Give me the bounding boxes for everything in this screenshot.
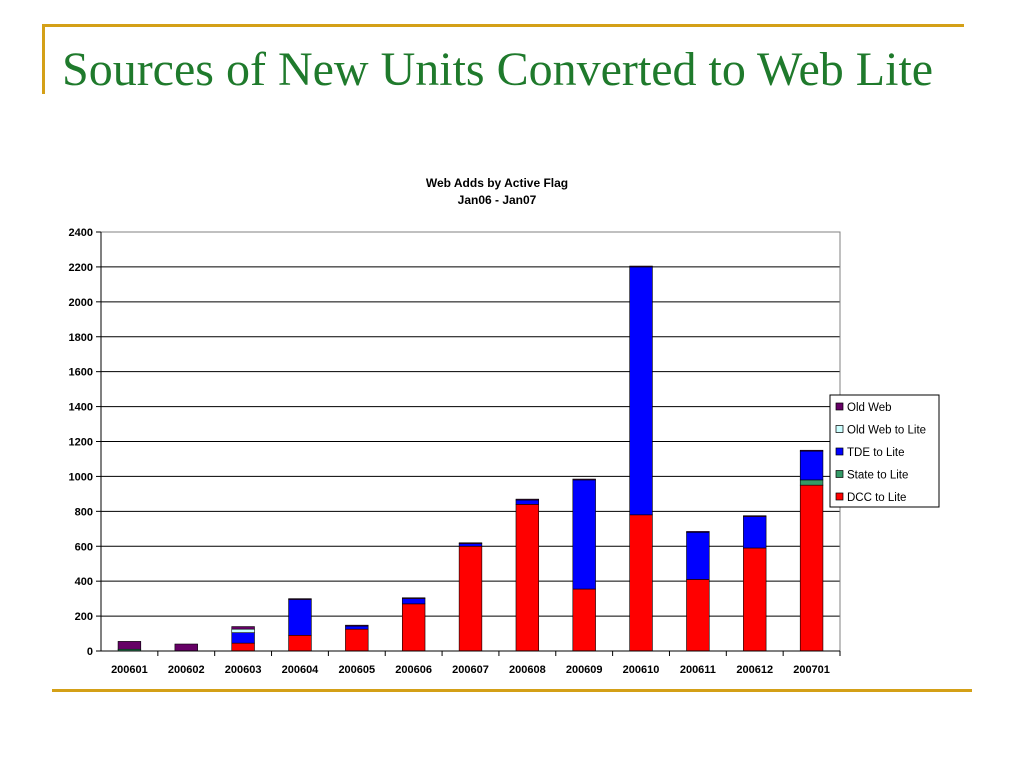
x-tick-label: 200701 — [793, 664, 830, 676]
bar-segment-tde-to-lite — [231, 632, 255, 644]
legend-swatch — [835, 492, 844, 501]
y-tick-label: 1600 — [69, 367, 93, 379]
x-tick-label: 200611 — [680, 664, 716, 676]
y-tick-label: 800 — [75, 506, 93, 518]
x-tick-label: 200604 — [282, 664, 320, 676]
legend-label: Old Web to Lite — [847, 425, 926, 437]
bar-segment-tde-to-lite — [345, 625, 369, 630]
bar-segment-dcc-to-lite — [231, 642, 255, 652]
y-tick-label: 0 — [87, 646, 93, 658]
x-tick-label: 200605 — [338, 664, 375, 676]
legend-label: TDE to Lite — [847, 447, 905, 459]
bar-segment-old-web — [345, 624, 369, 627]
y-tick-label: 2000 — [69, 297, 93, 309]
legend-swatch — [835, 402, 844, 411]
legend-swatch — [835, 470, 844, 478]
bar-segment-old-web — [458, 542, 483, 544]
bar-segment-old-web — [288, 598, 312, 600]
legend-label: Old Web — [847, 402, 892, 414]
bar-segment-tde-to-lite — [572, 479, 596, 590]
x-tick-label: 200609 — [566, 664, 603, 676]
bar-segment-tde-to-lite — [743, 516, 767, 549]
legend-swatch — [835, 425, 844, 433]
bar-segment-tde-to-lite — [458, 543, 483, 547]
bar-segment-dcc-to-lite — [458, 545, 483, 652]
legend-label: DCC to Lite — [847, 492, 906, 504]
bar-segment-tde-to-lite — [799, 450, 824, 481]
chart-title: Web Adds by Active Flag — [426, 176, 568, 190]
bar-segment-dcc-to-lite — [401, 603, 426, 652]
x-tick-label: 200606 — [395, 664, 432, 676]
y-tick-label: 400 — [75, 576, 93, 588]
x-tick-label: 200603 — [225, 664, 262, 676]
accent-rule-vertical — [42, 24, 45, 94]
bar-segment-dcc-to-lite — [572, 588, 596, 652]
y-tick-label: 1200 — [69, 437, 93, 449]
x-tick-label: 200602 — [168, 664, 205, 676]
legend: Old Web Old Web to Lite TDE to Lite State t… — [829, 394, 940, 508]
y-axis: 0 200 400 600 800 1000 1200 1400 1600 1800 2000 220… — [69, 227, 102, 658]
bar-segment-tde-to-lite — [515, 499, 540, 505]
bar-segment-dcc-to-lite — [288, 634, 312, 652]
bar-segment-old-web — [174, 643, 198, 652]
bar-segment-old-web — [401, 597, 426, 599]
y-tick-label: 1000 — [69, 471, 93, 483]
bar-segment-old-web — [231, 626, 255, 630]
legend-box — [829, 394, 940, 508]
slide-title: Sources of New Units Converted to Web Li… — [62, 43, 934, 96]
accent-rule-top — [42, 24, 964, 27]
y-tick-label: 2400 — [69, 227, 93, 239]
y-tick-label: 2200 — [69, 262, 93, 274]
x-axis: 200601 200602 200603 200604 200605 200606 2006… — [101, 650, 841, 676]
bar-segment-old-web — [572, 478, 596, 481]
bar-segment-dcc-to-lite — [743, 547, 767, 652]
chart-subtitle: Jan06 - Jan07 — [458, 193, 537, 207]
legend-label: State to Lite — [847, 470, 908, 482]
bar-segment-tde-to-lite — [401, 598, 426, 605]
x-tick-label: 200608 — [509, 664, 546, 676]
bar-segment-old-web — [799, 449, 824, 452]
bar-segment-old-web — [629, 265, 653, 268]
x-tick-label: 200607 — [452, 664, 489, 676]
x-tick-label: 200610 — [623, 664, 660, 676]
y-tick-label: 600 — [75, 541, 93, 553]
x-tick-label: 200612 — [736, 664, 773, 676]
bars — [117, 265, 824, 652]
bar-segment-old-web — [686, 531, 710, 533]
y-tick-label: 200 — [75, 611, 93, 623]
bar-segment-dcc-to-lite — [686, 579, 710, 652]
y-tick-label: 1400 — [69, 402, 93, 414]
bar-segment-tde-to-lite — [629, 266, 653, 516]
bar-segment-old-web — [515, 498, 540, 501]
x-tick-label: 200601 — [111, 664, 148, 676]
bar-segment-tde-to-lite — [288, 599, 312, 636]
bar-segment-old-web — [743, 515, 767, 517]
accent-rule-bottom — [52, 689, 972, 692]
bar-segment-old-web — [117, 641, 142, 650]
bar-segment-dcc-to-lite — [799, 484, 824, 652]
bar-segment-old-web-to-lite — [231, 628, 255, 633]
bar-segment-state-to-lite — [799, 479, 824, 486]
bar-segment-tde-to-lite — [686, 531, 710, 580]
bar-segment-dcc-to-lite — [629, 514, 653, 652]
legend-swatch — [835, 447, 844, 456]
y-tick-label: 1800 — [69, 332, 93, 344]
bar-segment-dcc-to-lite — [515, 504, 540, 652]
bar-segment-dcc-to-lite — [345, 628, 369, 652]
